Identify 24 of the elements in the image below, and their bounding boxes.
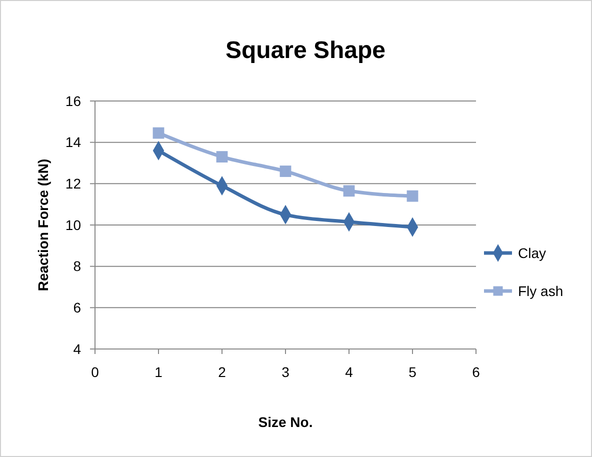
y-tick-label: 12 [65, 176, 82, 192]
point [216, 151, 228, 162]
x-tick-label: 0 [91, 364, 100, 380]
x-tick-label: 2 [218, 364, 226, 380]
y-tick-label: 16 [65, 92, 82, 109]
point [343, 185, 355, 197]
legend-label: Fly ash [518, 282, 564, 299]
y-tick-label: 8 [73, 258, 82, 274]
x-tick-label: 6 [472, 364, 480, 380]
point [280, 166, 292, 177]
point [152, 127, 164, 139]
chart-title: Square Shape [225, 37, 386, 64]
y-axis-title: Reaction Force (kN) [35, 158, 51, 292]
y-tick-label: 14 [65, 134, 82, 150]
y-tick-label: 4 [73, 340, 82, 357]
x-axis-title: Size No. [258, 414, 313, 430]
x-tick-label: 3 [282, 364, 290, 380]
y-tick-label: 6 [73, 300, 82, 316]
y-tick-label: 10 [65, 216, 82, 233]
point [406, 190, 418, 202]
x-tick-label: 5 [408, 364, 417, 380]
x-tick-label: 1 [154, 364, 163, 380]
legend-label: Clay [518, 244, 546, 261]
x-tick-label: 4 [345, 364, 354, 380]
